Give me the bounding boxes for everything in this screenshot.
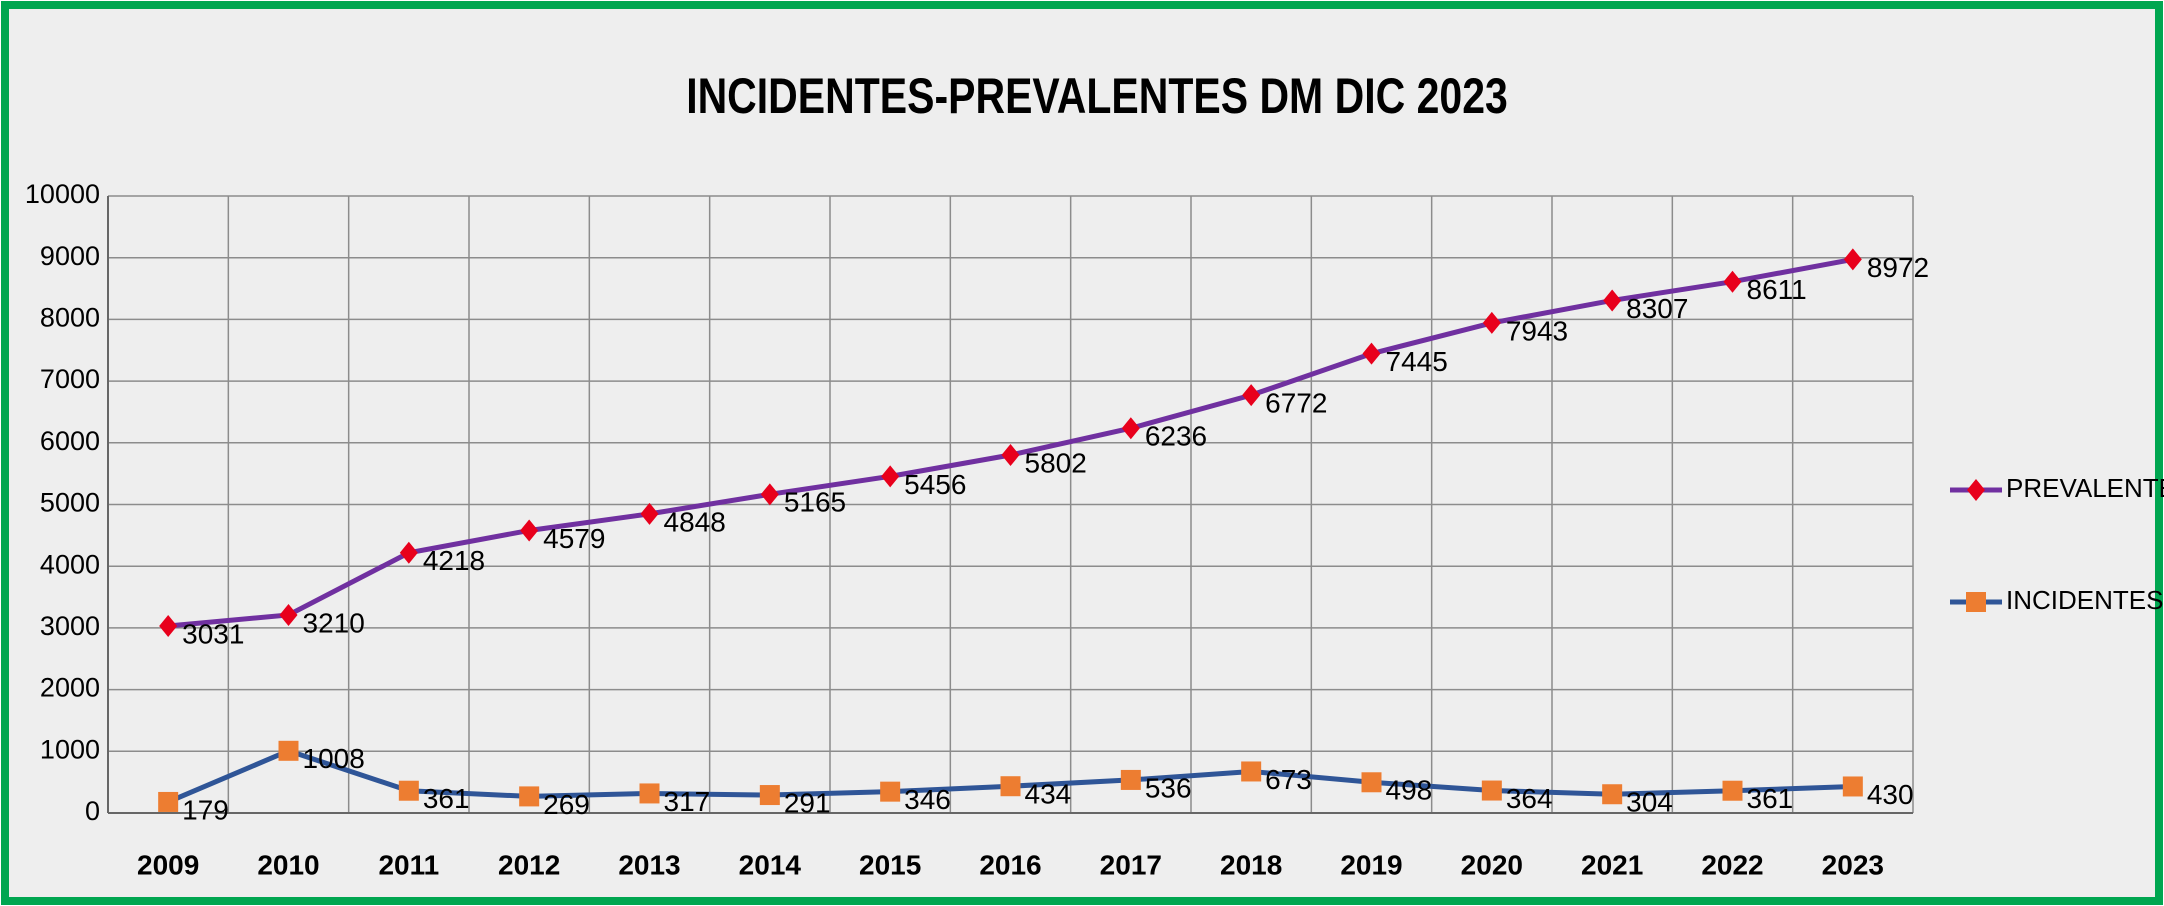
y-tick-label: 5000 <box>40 488 100 518</box>
data-point <box>1482 311 1501 334</box>
x-tick-label: 2009 <box>137 849 199 880</box>
data-point <box>520 519 539 542</box>
data-label: 4579 <box>543 523 605 554</box>
data-point <box>1603 289 1622 312</box>
y-tick-label: 6000 <box>40 426 100 456</box>
data-label: 3210 <box>303 607 365 638</box>
data-point <box>1723 270 1742 293</box>
data-label: 3031 <box>182 618 244 649</box>
data-label: 5165 <box>784 487 846 518</box>
data-label: 498 <box>1386 775 1433 806</box>
y-tick-label: 8000 <box>40 303 100 333</box>
x-tick-label: 2012 <box>498 849 560 880</box>
y-tick-label: 3000 <box>40 611 100 641</box>
data-label: 5456 <box>904 469 966 500</box>
data-label: 6772 <box>1265 388 1327 419</box>
data-point <box>881 465 900 488</box>
x-tick-label: 2010 <box>257 849 319 880</box>
data-point <box>759 785 780 806</box>
data-label: 7445 <box>1386 346 1448 377</box>
data-point <box>1481 780 1502 801</box>
x-tick-label: 2019 <box>1340 849 1402 880</box>
x-tick-label: 2021 <box>1581 849 1643 880</box>
data-label: 5802 <box>1025 447 1087 478</box>
legend-marker <box>1967 479 1985 501</box>
data-label: 673 <box>1265 764 1312 795</box>
data-point <box>1361 772 1382 793</box>
data-label: 4218 <box>423 545 485 576</box>
data-point <box>1242 384 1261 407</box>
data-point <box>278 740 299 761</box>
data-point <box>880 781 901 802</box>
data-label: 1008 <box>303 743 365 774</box>
data-label: 8972 <box>1867 252 1929 283</box>
data-point <box>1842 776 1863 797</box>
data-point <box>1241 761 1262 782</box>
data-point <box>1001 444 1020 467</box>
data-label: 430 <box>1867 779 1914 810</box>
data-point <box>159 614 178 637</box>
legend-label: PREVALENTES <box>2006 473 2164 503</box>
data-label: 317 <box>664 786 711 817</box>
x-tick-label: 2014 <box>739 849 802 880</box>
data-label: 364 <box>1506 783 1553 814</box>
data-point <box>158 791 179 812</box>
data-point <box>1000 776 1021 797</box>
data-label: 291 <box>784 787 831 818</box>
data-label: 6236 <box>1145 421 1207 452</box>
data-point <box>399 541 418 564</box>
data-point <box>1121 417 1140 440</box>
legend-marker <box>1966 592 1986 612</box>
y-tick-label: 0 <box>85 796 100 826</box>
data-label: 361 <box>1747 783 1794 814</box>
y-tick-label: 10000 <box>25 179 100 209</box>
chart-title: INCIDENTES-PREVALENTES DM DIC 2023 <box>686 68 1508 124</box>
data-point <box>519 786 540 807</box>
x-tick-label: 2020 <box>1461 849 1523 880</box>
data-label: 7943 <box>1506 315 1568 346</box>
x-tick-label: 2018 <box>1220 849 1282 880</box>
data-point <box>1362 342 1381 365</box>
data-label: 4848 <box>664 506 726 537</box>
data-label: 361 <box>423 783 470 814</box>
x-tick-label: 2022 <box>1701 849 1763 880</box>
data-label: 346 <box>904 784 951 815</box>
y-tick-label: 2000 <box>40 673 100 703</box>
data-point <box>639 783 660 804</box>
y-tick-label: 9000 <box>40 241 100 271</box>
x-tick-label: 2015 <box>859 849 921 880</box>
x-tick-label: 2016 <box>979 849 1041 880</box>
data-label: 434 <box>1025 779 1072 810</box>
data-point <box>279 603 298 626</box>
data-point <box>1722 780 1743 801</box>
data-label: 304 <box>1626 787 1673 818</box>
x-tick-label: 2017 <box>1100 849 1162 880</box>
y-tick-label: 7000 <box>40 364 100 394</box>
data-label: 536 <box>1145 772 1192 803</box>
data-point <box>640 502 659 525</box>
data-label: 269 <box>543 789 590 820</box>
y-tick-label: 1000 <box>40 734 100 764</box>
y-tick-label: 4000 <box>40 549 100 579</box>
legend-label: INCIDENTES <box>2006 585 2163 615</box>
data-label: 179 <box>182 794 229 825</box>
data-point <box>760 483 779 506</box>
data-label: 8611 <box>1747 274 1807 305</box>
x-tick-label: 2023 <box>1822 849 1884 880</box>
x-tick-label: 2011 <box>378 849 439 880</box>
x-tick-label: 2013 <box>618 849 680 880</box>
data-point <box>1120 769 1141 790</box>
data-point <box>398 780 419 801</box>
data-label: 8307 <box>1626 293 1688 324</box>
data-point <box>1602 784 1623 805</box>
data-point <box>1843 248 1862 271</box>
